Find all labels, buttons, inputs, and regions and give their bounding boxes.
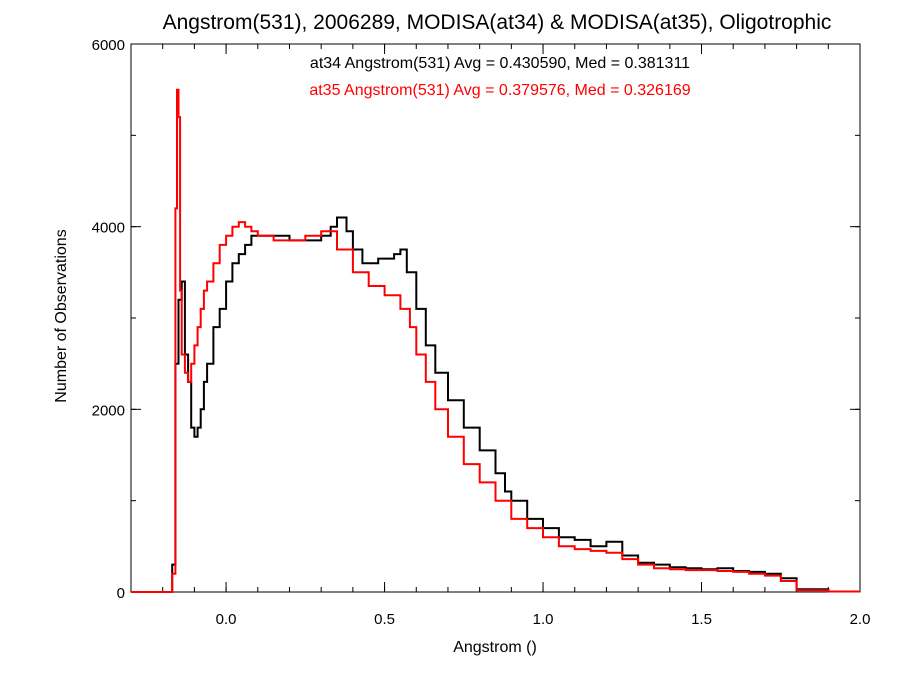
y-tick-label: 0 [117, 585, 125, 602]
series-line-at35 [131, 88, 860, 593]
y-tick-label: 4000 [92, 220, 125, 237]
y-tick-label: 2000 [92, 402, 125, 419]
annotation-at34: at34 Angstrom(531) Avg = 0.430590, Med =… [310, 55, 690, 72]
y-axis-ticks: 0 2000 4000 6000 [92, 37, 860, 602]
series-group [131, 88, 860, 593]
x-axis-label: Angstrom () [453, 639, 537, 656]
y-axis-label: Number of Observations [53, 229, 70, 402]
x-tick-label: 1.5 [691, 611, 712, 628]
x-axis-ticks: 0.0 0.5 1.0 1.5 2.0 [130, 44, 871, 628]
x-tick-label: 0.5 [374, 611, 395, 628]
x-tick-label: 0.0 [216, 611, 237, 628]
y-tick-label: 6000 [92, 37, 125, 54]
chart-title: Angstrom(531), 2006289, MODISA(at34) & M… [163, 11, 832, 34]
x-tick-label: 1.0 [533, 611, 554, 628]
x-tick-label: 2.0 [850, 611, 871, 628]
series-line-at34 [131, 216, 860, 593]
plot-area-frame [130, 43, 861, 593]
annotation-at35: at35 Angstrom(531) Avg = 0.379576, Med =… [309, 82, 690, 99]
